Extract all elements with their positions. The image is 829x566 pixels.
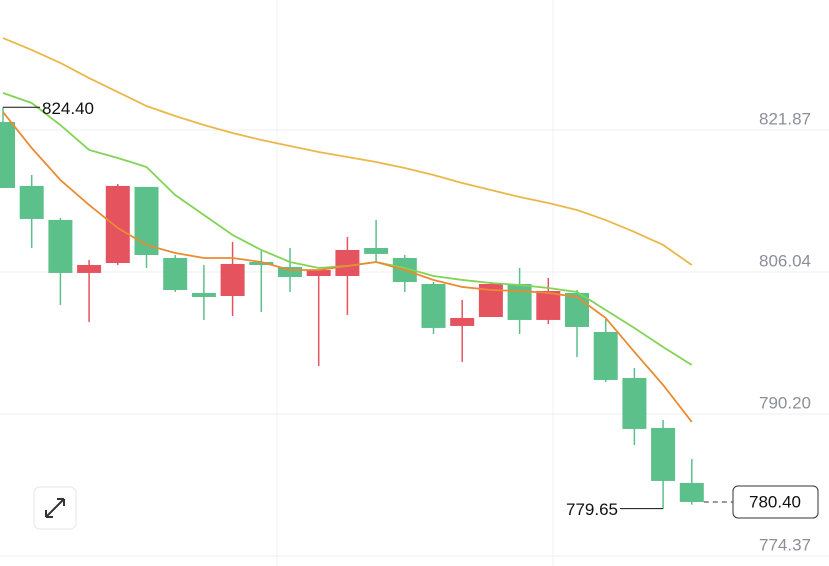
candle-body [421, 283, 446, 328]
candle-body [0, 121, 15, 189]
candle-body [651, 427, 676, 481]
candle-body [48, 219, 73, 273]
candle-body [306, 269, 331, 277]
y-tick-label: 806.04 [759, 251, 811, 270]
candle-body [507, 283, 532, 320]
candle-body [278, 266, 302, 277]
last-price-box [732, 485, 819, 519]
y-tick-label: 790.20 [759, 394, 811, 413]
candle-body [335, 249, 360, 277]
candle-body [134, 186, 159, 256]
candle-body [565, 292, 589, 327]
candle-body [249, 262, 274, 265]
ma-line [2, 111, 693, 423]
expand-button[interactable] [33, 486, 77, 530]
y-tick-label: 774.37 [759, 536, 811, 555]
candle-body [77, 264, 102, 273]
candle-body [220, 263, 245, 297]
candle-body [19, 185, 44, 219]
candle-body [450, 317, 475, 326]
expand-icon [45, 498, 65, 518]
candle-body [622, 377, 647, 429]
y-tick-label: 821.87 [759, 109, 811, 128]
candle-body [163, 257, 188, 290]
candle-body [105, 185, 130, 263]
candle-body [679, 482, 704, 502]
min-label: 779.65 [566, 500, 618, 519]
max-label: 824.40 [42, 99, 94, 118]
candle-body [536, 290, 561, 320]
candle-body [593, 331, 618, 380]
ma-line [2, 37, 693, 266]
candle-body [364, 248, 389, 254]
candle-body [191, 292, 216, 297]
last-price-label: 780.40 [749, 492, 801, 511]
